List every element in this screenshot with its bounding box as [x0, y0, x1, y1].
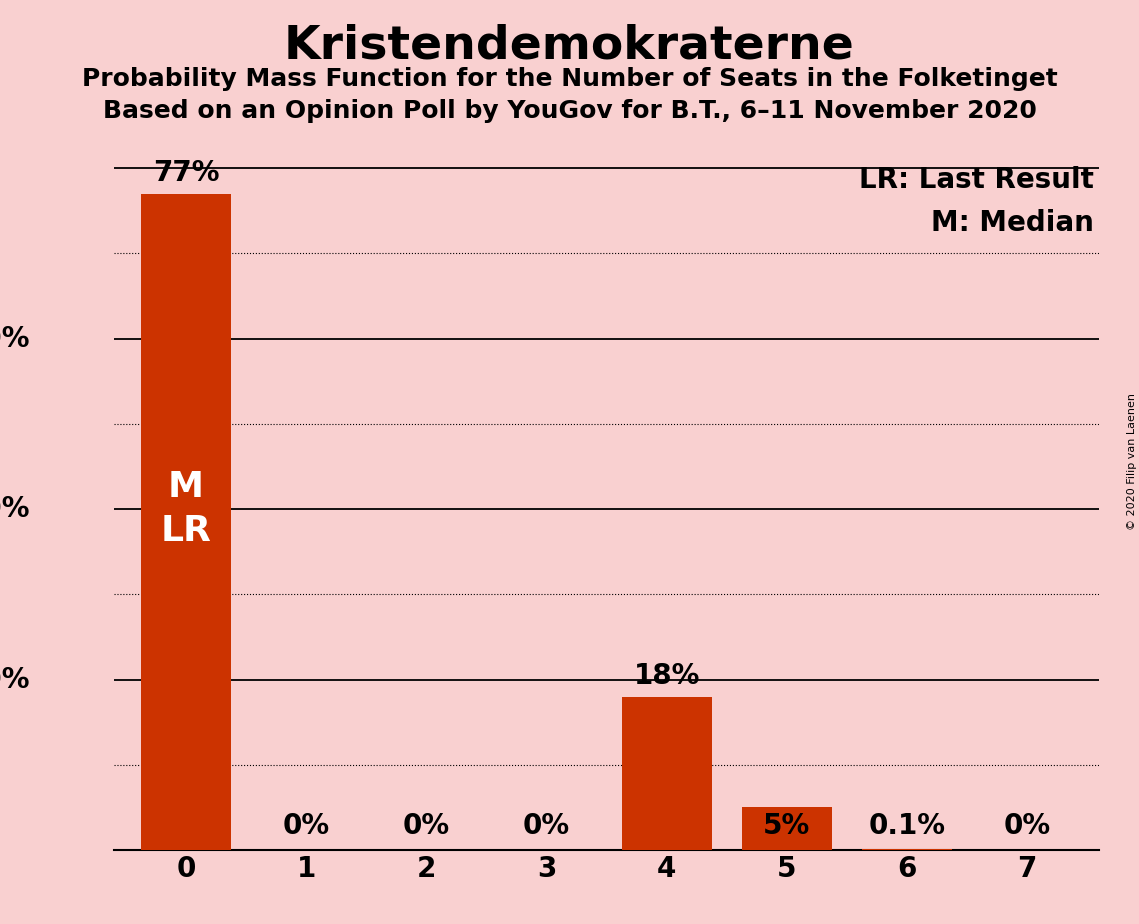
- Text: M: Median: M: Median: [932, 209, 1095, 237]
- Text: 40%: 40%: [0, 495, 30, 523]
- Text: Based on an Opinion Poll by YouGov for B.T., 6–11 November 2020: Based on an Opinion Poll by YouGov for B…: [103, 99, 1036, 123]
- Text: LR: Last Result: LR: Last Result: [859, 166, 1095, 194]
- Text: 5%: 5%: [763, 812, 810, 840]
- Text: 77%: 77%: [153, 159, 219, 187]
- Text: Probability Mass Function for the Number of Seats in the Folketinget: Probability Mass Function for the Number…: [82, 67, 1057, 91]
- Text: M
LR: M LR: [161, 469, 212, 549]
- Bar: [622, 697, 712, 850]
- Text: 0%: 0%: [282, 812, 329, 840]
- Text: Kristendemokraterne: Kristendemokraterne: [284, 23, 855, 68]
- Bar: [741, 808, 831, 850]
- Text: © 2020 Filip van Laenen: © 2020 Filip van Laenen: [1126, 394, 1137, 530]
- Text: 20%: 20%: [0, 665, 30, 694]
- Text: 0%: 0%: [1003, 812, 1050, 840]
- Text: 18%: 18%: [633, 662, 699, 690]
- Text: 60%: 60%: [0, 324, 30, 353]
- Bar: [141, 194, 231, 850]
- Text: 0.1%: 0.1%: [868, 812, 945, 840]
- Text: 0%: 0%: [403, 812, 450, 840]
- Text: 0%: 0%: [523, 812, 570, 840]
